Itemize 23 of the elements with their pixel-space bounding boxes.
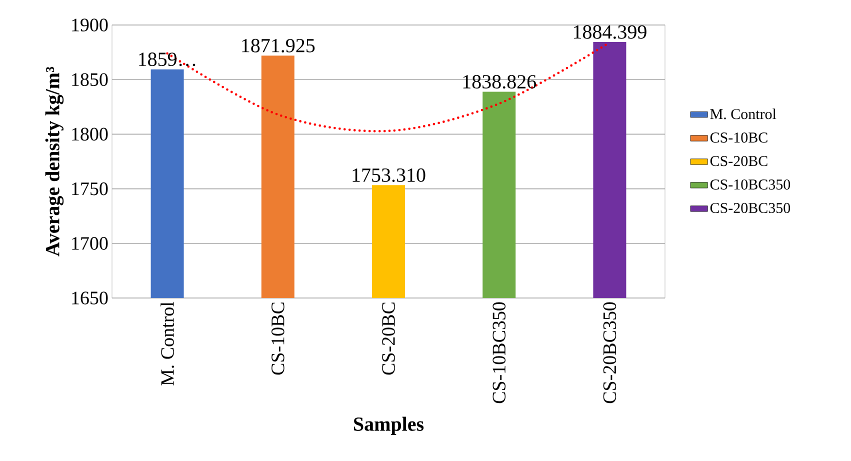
- x-tick-label: CS-10BC: [272, 302, 284, 375]
- y-tick-label: 1850: [72, 73, 108, 86]
- y-tick-label: 1800: [72, 128, 108, 141]
- x-tick-label: M. Control: [160, 302, 174, 386]
- data-label: 1859…: [139, 52, 196, 66]
- legend-label: CS-20BC: [710, 156, 768, 166]
- data-label: 1838.826: [463, 75, 536, 89]
- data-label: 1884.399: [574, 25, 646, 39]
- y-tick-label: 1750: [72, 182, 108, 196]
- y-tick-label: 1900: [72, 18, 108, 32]
- legend-label: M. Control: [710, 108, 776, 120]
- y-tick-label: 1650: [72, 292, 108, 304]
- x-tick-label: CS-20BC350: [603, 302, 616, 404]
- legend-label: CS-10BC: [710, 132, 768, 143]
- x-tick-label: CS-10BC350: [492, 302, 506, 404]
- y-tick-label: 1700: [72, 237, 108, 250]
- x-axis-title: Samples: [354, 416, 424, 435]
- legend-label: CS-20BC350: [710, 202, 790, 214]
- legend-label: CS-10BC350: [710, 179, 790, 190]
- y-axis-title: Average density kg/m³: [45, 66, 64, 256]
- x-tick-label: CS-20BC: [382, 302, 395, 375]
- data-label: 1753.310: [352, 168, 426, 182]
- data-label: 1871.925: [242, 38, 315, 52]
